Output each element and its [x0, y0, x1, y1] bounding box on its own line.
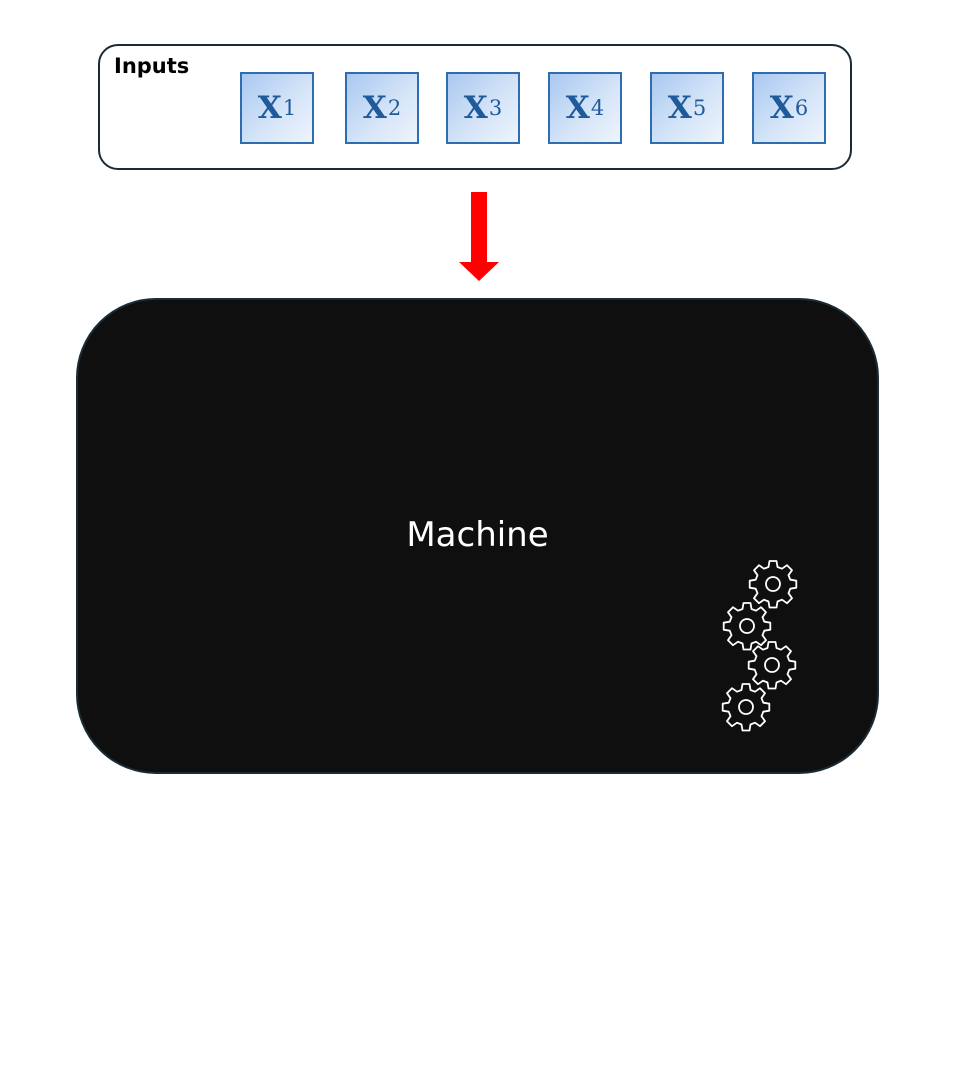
input-variable: X	[667, 89, 692, 126]
inputs-label: Inputs	[114, 54, 190, 78]
machine-box: Machine	[76, 298, 879, 774]
input-variable: X	[463, 89, 488, 126]
input-variable: X	[362, 89, 387, 126]
down-arrow-icon	[459, 192, 499, 281]
input-subscript: 5	[692, 96, 707, 120]
input-subscript: 4	[590, 96, 605, 120]
input-variable: X	[257, 89, 282, 126]
input-subscript: 2	[387, 96, 402, 120]
gears-icon	[721, 560, 798, 732]
input-variable: X	[769, 89, 794, 126]
input-subscript: 3	[488, 96, 503, 120]
input-variable: X	[565, 89, 590, 126]
input-subscript: 6	[794, 96, 809, 120]
machine-label: Machine	[406, 515, 549, 555]
input-subscript: 1	[282, 96, 297, 120]
